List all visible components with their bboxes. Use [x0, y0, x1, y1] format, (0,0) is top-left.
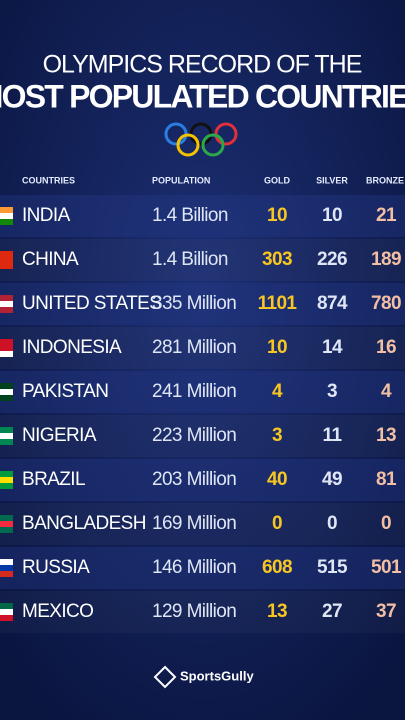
country: BRAZIL — [22, 469, 85, 490]
flag-stripe — [0, 571, 13, 577]
flag-stripe — [0, 389, 13, 395]
row-band — [0, 283, 405, 325]
table: COUNTRIES POPULATION GOLD SILVER BRONZE INDIA… — [0, 175, 405, 622]
medal-count: 14 — [322, 337, 343, 358]
column-header: COUNTRIES — [22, 175, 75, 185]
population: 335 Million — [152, 293, 236, 314]
flag-stripe — [0, 515, 13, 521]
medal-count: 3 — [272, 425, 282, 446]
flag-stripe — [0, 251, 13, 257]
flag-stripe — [0, 565, 13, 571]
medal-count: 37 — [376, 601, 396, 622]
population: 146 Million — [152, 557, 236, 578]
row-band — [0, 195, 405, 237]
medal-count: 16 — [376, 337, 396, 358]
medal-count: 0 — [272, 513, 282, 534]
flag-stripe — [0, 207, 13, 213]
medal-count: 40 — [267, 469, 287, 490]
flag-stripe — [0, 345, 13, 351]
flag-stripe — [0, 295, 13, 301]
flag-stripe — [0, 603, 13, 609]
medal-count: 4 — [381, 381, 392, 402]
flag-stripe — [0, 395, 13, 401]
country: CHINA — [22, 249, 79, 270]
medal-count: 3 — [327, 381, 337, 402]
country: RUSSIA — [22, 557, 90, 578]
flag-stripe — [0, 257, 13, 263]
row-band — [0, 547, 405, 589]
medal-count: 608 — [262, 557, 292, 578]
population: 169 Million — [152, 513, 236, 534]
country: BANGLADESH — [22, 513, 146, 534]
medal-count: 49 — [322, 469, 342, 490]
country: NIGERIA — [22, 425, 97, 446]
flag-stripe — [0, 527, 13, 533]
flag-stripe — [0, 521, 13, 527]
column-header: BRONZE — [366, 175, 404, 185]
column-header: GOLD — [264, 175, 290, 185]
footer-logo: SportsGully — [153, 665, 254, 689]
medal-count: 13 — [376, 425, 396, 446]
flag-stripe — [0, 351, 13, 357]
country: INDIA — [22, 205, 71, 226]
medal-count: 81 — [376, 469, 397, 490]
medal-count: 1101 — [258, 293, 298, 314]
medal-count: 0 — [381, 513, 391, 534]
medal-count: 10 — [322, 205, 342, 226]
medal-count: 874 — [317, 293, 348, 314]
flag-stripe — [0, 301, 13, 307]
population: 1.4 Billion — [152, 205, 228, 226]
population: 1.4 Billion — [152, 249, 228, 270]
row-band — [0, 371, 405, 413]
flag-stripe — [0, 483, 13, 489]
medal-count: 4 — [272, 381, 283, 402]
country: UNITED STATES — [22, 293, 161, 314]
brand: SportsGully — [180, 668, 254, 683]
medal-count: 189 — [371, 249, 401, 270]
medal-count: 13 — [267, 601, 287, 622]
flag-stripe — [0, 615, 13, 621]
flag-stripe — [0, 427, 13, 433]
medal-count: 303 — [262, 249, 292, 270]
olympic-rings — [164, 122, 238, 157]
title-line1: OLYMPICS RECORD OF THE — [43, 51, 362, 79]
country: PAKISTAN — [22, 381, 108, 402]
population: 223 Million — [152, 425, 236, 446]
population: 241 Million — [152, 381, 236, 402]
flag-stripe — [0, 263, 13, 269]
flag-stripe — [0, 609, 13, 615]
title-line2: MOST POPULATED COUNTRIES — [0, 78, 405, 114]
flag-stripe — [0, 439, 13, 445]
medal-count: 10 — [267, 205, 287, 226]
medal-count: 21 — [376, 205, 397, 226]
medal-count: 11 — [323, 425, 343, 446]
medal-count: 10 — [267, 337, 287, 358]
flag-stripe — [0, 433, 13, 439]
row-band — [0, 459, 405, 501]
flag-stripe — [0, 477, 13, 483]
country: INDONESIA — [22, 337, 122, 358]
medal-count: 226 — [317, 249, 347, 270]
flag-stripe — [0, 471, 13, 477]
medal-count: 27 — [322, 601, 342, 622]
column-header: SILVER — [316, 175, 348, 185]
flag-stripe — [0, 307, 13, 313]
medal-count: 780 — [371, 293, 401, 314]
population: 281 Million — [152, 337, 236, 358]
column-header: POPULATION — [152, 175, 210, 185]
medal-count: 515 — [317, 557, 348, 578]
medal-count: 501 — [371, 557, 402, 578]
flag-stripe — [0, 339, 13, 345]
population: 129 Million — [152, 601, 236, 622]
flag-stripe — [0, 383, 13, 389]
country: MEXICO — [22, 601, 93, 622]
flag-stripe — [0, 559, 13, 565]
flag-stripe — [0, 219, 13, 225]
medal-count: 0 — [327, 513, 337, 534]
flag-stripe — [0, 213, 13, 219]
population: 203 Million — [152, 469, 236, 490]
